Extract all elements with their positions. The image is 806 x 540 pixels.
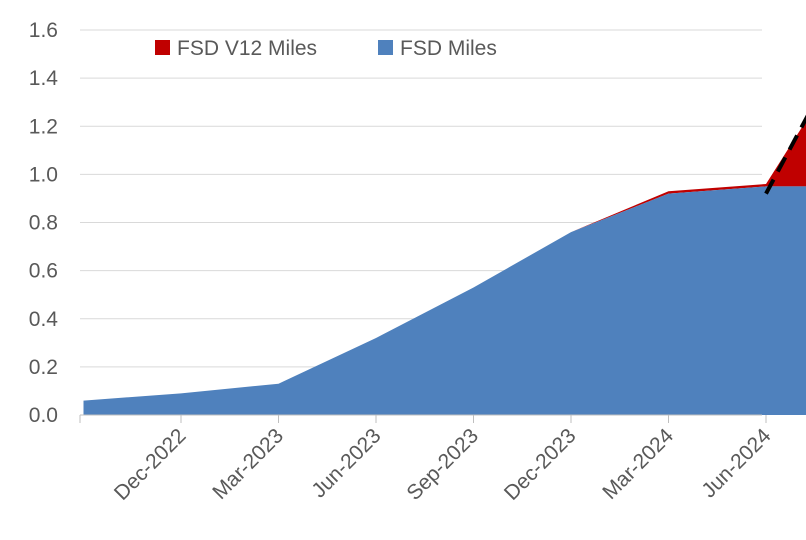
y-tick-label-8: 1.6 — [29, 19, 58, 42]
y-tick-label-0: 0.0 — [29, 404, 58, 427]
legend: FSD V12 Miles FSD Miles — [155, 37, 497, 60]
x-tick-label-6: Jun-2024 — [697, 424, 775, 502]
x-tick-label-4: Dec-2023 — [500, 424, 581, 505]
legend-swatch-1 — [378, 40, 393, 55]
y-tick-label-6: 1.2 — [29, 115, 58, 138]
y-tick-label-2: 0.4 — [29, 308, 59, 331]
legend-label-0: FSD V12 Miles — [177, 37, 317, 60]
legend-label-1: FSD Miles — [400, 37, 497, 60]
y-tick-label-3: 0.6 — [29, 260, 58, 283]
y-tick-label-1: 0.2 — [29, 356, 58, 379]
area-series-fsd-miles — [83, 186, 806, 415]
x-tick-label-2: Jun-2023 — [307, 424, 385, 502]
y-tick-label-5: 1.0 — [29, 163, 58, 186]
gridlines — [80, 29, 762, 368]
x-tick-label-1: Mar-2023 — [208, 424, 288, 504]
y-tick-label-7: 1.4 — [29, 67, 59, 90]
y-tick-label-4: 0.8 — [29, 212, 58, 235]
x-tick-label-5: Mar-2024 — [598, 424, 678, 504]
trend-line-dashed — [764, 114, 806, 195]
plot-area — [83, 114, 806, 415]
x-tick-label-3: Sep-2023 — [402, 424, 483, 505]
x-tick-label-0: Dec-2022 — [110, 424, 191, 505]
legend-swatch-0 — [155, 40, 170, 55]
